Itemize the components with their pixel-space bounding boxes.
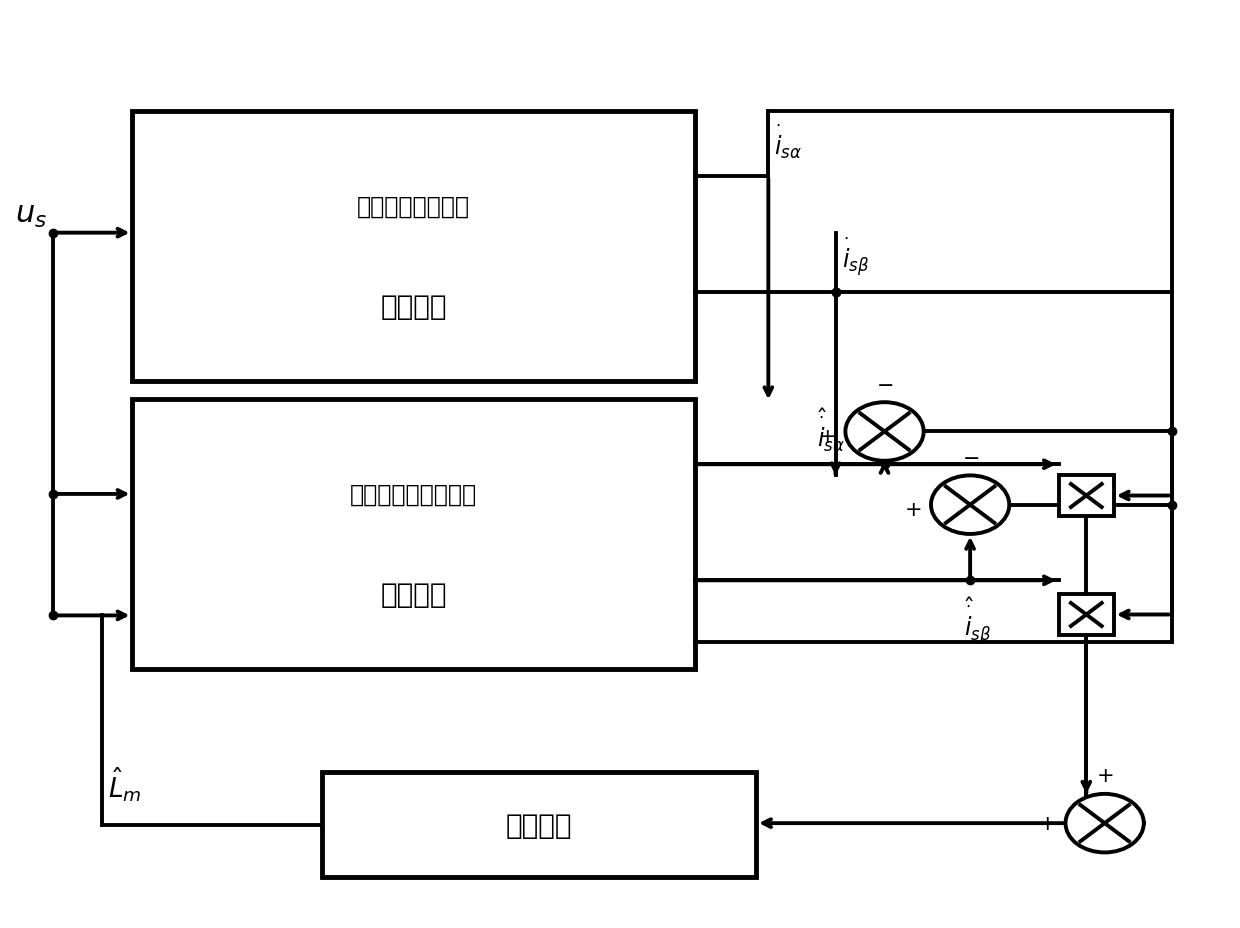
- Text: $+$: $+$: [904, 499, 921, 520]
- Text: $\hat{\overset{\cdot}{i}}_{s\alpha}$: $\hat{\overset{\cdot}{i}}_{s\alpha}$: [817, 406, 846, 454]
- Bar: [1059, 475, 1114, 517]
- Text: 自适应律: 自适应律: [506, 811, 573, 839]
- Text: 可调模型: 可调模型: [381, 580, 446, 608]
- Text: $+$: $+$: [1096, 765, 1114, 785]
- Text: $\hat{L}_m$: $\hat{L}_m$: [108, 764, 141, 803]
- Text: 直线牵引电机模型: 直线牵引电机模型: [357, 195, 470, 218]
- Bar: [322, 772, 756, 877]
- Circle shape: [846, 403, 924, 461]
- Bar: [133, 400, 694, 670]
- Text: $\overset{\cdot}{i}_{s\beta}$: $\overset{\cdot}{i}_{s\beta}$: [842, 236, 869, 279]
- Circle shape: [931, 476, 1009, 535]
- Text: 参考模型: 参考模型: [381, 292, 446, 320]
- Circle shape: [1065, 794, 1143, 853]
- Text: $+$: $+$: [1038, 813, 1055, 833]
- Bar: [133, 112, 694, 381]
- Text: $-$: $-$: [961, 446, 978, 467]
- Text: $-$: $-$: [875, 374, 893, 393]
- Text: $\hat{\overset{\cdot}{i}}_{s\beta}$: $\hat{\overset{\cdot}{i}}_{s\beta}$: [963, 595, 992, 646]
- Text: $\boldsymbol{u_s}$: $\boldsymbol{u_s}$: [15, 200, 47, 229]
- Text: $\overset{\cdot}{i}_{s\alpha}$: $\overset{\cdot}{i}_{s\alpha}$: [775, 122, 802, 161]
- Bar: [1059, 594, 1114, 636]
- Text: $+$: $+$: [818, 427, 836, 446]
- Text: 全阶状态观测器模型: 全阶状态观测器模型: [350, 483, 477, 507]
